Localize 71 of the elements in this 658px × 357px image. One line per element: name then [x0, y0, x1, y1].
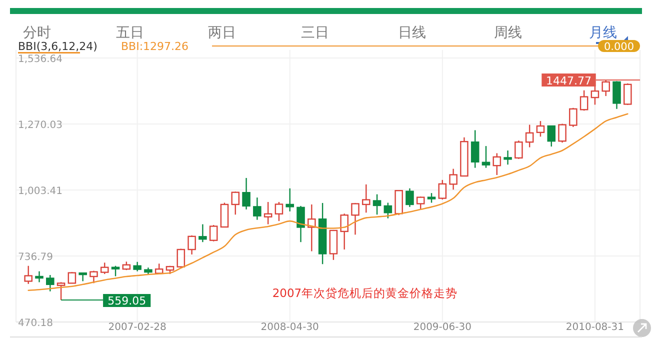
candlestick	[351, 202, 360, 236]
candlestick	[427, 192, 436, 204]
text: 分时	[23, 25, 51, 41]
candlestick	[274, 201, 284, 222]
annotation: 1447.77	[546, 74, 592, 88]
candlestick	[569, 107, 578, 128]
text: 两日	[208, 25, 236, 41]
candlestick	[525, 124, 534, 148]
candlestick	[394, 190, 403, 216]
candlestick	[209, 224, 218, 242]
x-tick-label: 2007-02-28	[108, 322, 166, 333]
y-tick-label: 736.79	[18, 252, 53, 263]
candlestick	[46, 274, 54, 292]
candlestick	[242, 177, 250, 210]
x-tick-label: 2008-04-30	[260, 322, 319, 333]
text: 周线	[494, 25, 522, 41]
candlestick	[612, 80, 621, 110]
candlestick	[198, 224, 207, 243]
candlestick	[68, 271, 76, 284]
candlestick	[24, 265, 32, 285]
candlestick	[296, 205, 305, 243]
text: 日线	[398, 25, 426, 41]
candlestick	[56, 282, 66, 301]
candlestick	[231, 190, 240, 216]
y-tick-label: 1,003.41	[18, 186, 63, 197]
candlestick	[176, 248, 186, 268]
candlestick	[308, 204, 316, 252]
candlestick	[220, 202, 229, 228]
candlestick	[449, 168, 458, 190]
candlestick	[492, 152, 502, 176]
candlestick	[264, 201, 272, 225]
candlestick	[602, 79, 610, 97]
x-tick-label: 2010-08-31	[566, 322, 624, 333]
text: 0.000	[604, 41, 634, 53]
candlestick	[329, 229, 338, 261]
candlestick	[100, 262, 109, 275]
candlestick	[416, 196, 425, 210]
y-tick-label: 1,270.03	[18, 120, 63, 131]
text: BBI(3,6,12,24)	[18, 40, 98, 53]
candlestick	[580, 90, 588, 112]
candlestick	[35, 270, 44, 283]
y-tick-label: 1,536.64	[18, 54, 63, 65]
text: 三日	[301, 25, 329, 41]
candlestick	[340, 213, 348, 250]
candlestick	[90, 270, 98, 284]
candlestick	[188, 234, 196, 256]
candlestick	[362, 184, 370, 214]
candlestick	[78, 272, 87, 282]
x-tick-label: 2009-06-30	[413, 322, 472, 333]
text: 2007年次贷危机后的黄金价格走势	[272, 286, 458, 300]
candlestick	[547, 125, 556, 148]
candlestick	[558, 123, 566, 144]
text: BBI:1297.26	[121, 40, 189, 53]
candlestick	[133, 261, 142, 272]
y-tick-label: 470.18	[18, 318, 53, 329]
candlestick	[536, 120, 545, 138]
candlestick	[406, 188, 414, 208]
candlestick	[482, 145, 490, 168]
candlestick	[504, 150, 512, 166]
candlestick	[384, 202, 392, 219]
annotation: 559.05	[108, 294, 146, 308]
candlestick	[253, 196, 262, 220]
candlestick	[514, 140, 523, 160]
candlestick	[624, 82, 632, 106]
text: 五日	[116, 25, 144, 41]
candlestick	[286, 188, 294, 212]
candlestick	[372, 194, 382, 216]
candlestick	[111, 265, 120, 277]
candlestick	[438, 179, 447, 200]
text: 月线	[589, 25, 617, 41]
candlestick	[470, 130, 480, 168]
